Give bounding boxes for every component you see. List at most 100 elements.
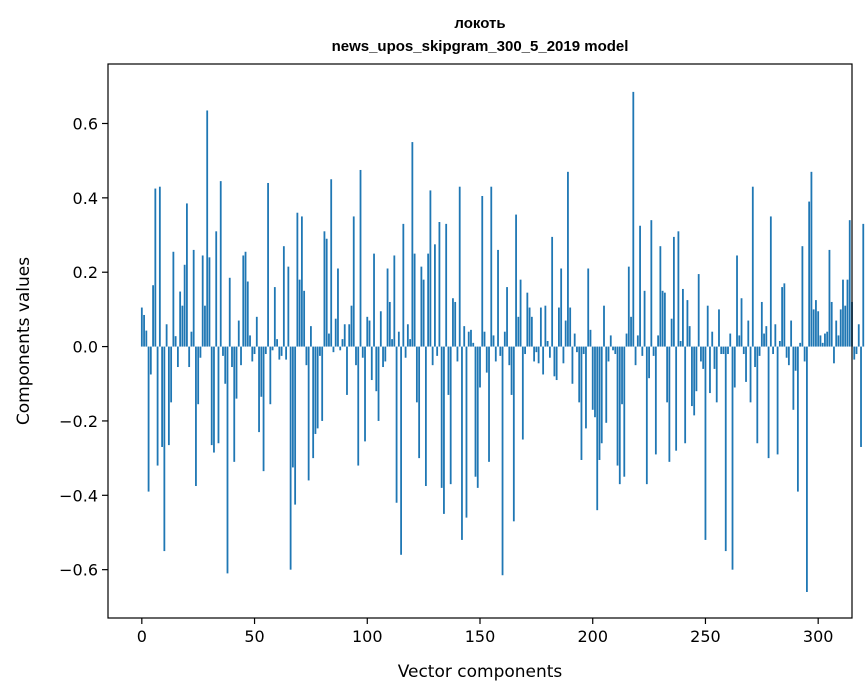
bar	[758, 346, 761, 356]
bar	[348, 324, 351, 347]
y-tick-label: −0.6	[59, 561, 98, 580]
bar	[652, 346, 655, 356]
bar	[361, 346, 364, 358]
bar	[280, 346, 283, 356]
bar	[515, 214, 517, 347]
bar	[190, 331, 193, 347]
bar	[736, 255, 738, 347]
bar	[391, 339, 393, 347]
bar	[147, 346, 150, 492]
bar	[186, 203, 188, 347]
bar	[618, 346, 621, 485]
bar	[388, 301, 391, 347]
bar	[796, 346, 799, 492]
bar	[278, 346, 281, 360]
bar	[222, 346, 224, 356]
bar	[339, 346, 342, 351]
bar	[582, 346, 585, 355]
bar	[598, 346, 601, 460]
bar	[585, 346, 587, 429]
bar	[603, 305, 605, 347]
bar	[558, 307, 560, 347]
bar	[312, 346, 315, 459]
bar	[321, 346, 324, 421]
bar	[742, 346, 745, 355]
bar	[535, 346, 538, 353]
bar	[255, 316, 258, 347]
bar	[181, 305, 184, 347]
bar	[765, 326, 768, 347]
bar	[319, 346, 321, 356]
bar	[213, 346, 215, 453]
bar	[406, 324, 409, 347]
bar	[727, 346, 729, 355]
bar	[379, 311, 382, 347]
x-tick-label: 100	[352, 627, 383, 646]
bar	[449, 346, 452, 485]
bar	[677, 231, 680, 347]
bar	[298, 279, 301, 347]
bar	[296, 212, 299, 347]
bar	[258, 346, 260, 433]
bar	[246, 281, 249, 347]
bar	[530, 316, 533, 347]
bar	[573, 333, 576, 347]
bar	[729, 333, 732, 347]
bar	[790, 320, 793, 347]
bar	[352, 216, 355, 347]
bar	[576, 346, 578, 353]
bar	[163, 346, 166, 552]
bar	[524, 346, 526, 355]
bar	[145, 330, 148, 347]
bar	[747, 320, 750, 347]
y-tick-label: 0.0	[73, 338, 98, 357]
bar	[636, 335, 639, 347]
bar	[837, 335, 840, 347]
bar	[208, 257, 211, 347]
bar	[589, 329, 592, 347]
bar	[431, 346, 434, 366]
bar	[787, 346, 790, 366]
bar	[156, 346, 159, 466]
bar	[738, 335, 741, 347]
x-tick-label: 50	[244, 627, 264, 646]
bar	[553, 346, 556, 377]
bar	[571, 346, 574, 384]
bar	[158, 186, 161, 347]
bar	[461, 346, 463, 540]
x-tick-label: 200	[577, 627, 608, 646]
bar	[630, 316, 632, 347]
bar	[188, 346, 191, 368]
bar	[711, 331, 714, 347]
bar	[501, 346, 504, 576]
bar	[192, 249, 195, 347]
bar	[839, 309, 842, 347]
bar	[152, 285, 154, 347]
bar	[544, 305, 547, 347]
bar	[670, 318, 673, 347]
bar	[675, 346, 678, 451]
bar	[397, 331, 400, 347]
bar	[251, 346, 254, 362]
bar	[328, 333, 330, 347]
bar	[364, 346, 366, 442]
bar	[819, 335, 822, 347]
bar	[548, 346, 551, 358]
x-axis-ticks: 0 50 100 150 200 250 300	[137, 618, 833, 646]
bar	[654, 346, 657, 455]
bar	[578, 346, 581, 403]
bar	[695, 346, 698, 392]
bar	[709, 346, 711, 394]
bar	[470, 329, 472, 347]
bar	[143, 314, 145, 347]
bar	[377, 346, 380, 421]
bar	[355, 346, 357, 366]
bar	[370, 346, 373, 381]
bar	[382, 346, 384, 368]
bar	[713, 346, 716, 369]
bar	[580, 346, 583, 460]
bar	[663, 292, 666, 347]
bar	[427, 253, 430, 347]
bar	[276, 339, 278, 347]
bar	[334, 318, 337, 347]
